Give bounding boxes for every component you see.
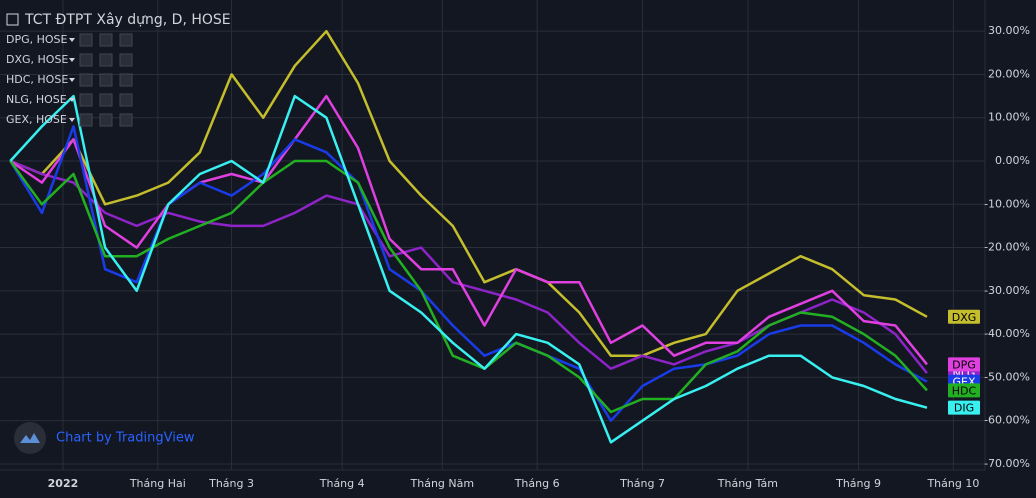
y-tick-label: -50.00% [984, 370, 1030, 383]
watermark: Chart by TradingView [14, 422, 195, 454]
end-label-text: HDC [952, 384, 977, 397]
y-tick-label: -30.00% [984, 284, 1030, 297]
y-tick-label: 20.00% [988, 67, 1030, 80]
legend-button[interactable] [119, 113, 133, 127]
x-tick-label: Tháng 3 [208, 477, 254, 490]
y-tick-label: -60.00% [984, 414, 1030, 427]
end-label-box [948, 357, 980, 372]
watermark-text[interactable]: Chart by TradingView [56, 431, 195, 446]
series-line [9, 94, 928, 444]
end-label: DPG [948, 357, 980, 372]
legend-button[interactable] [119, 73, 133, 87]
series-line [9, 29, 928, 357]
legend-button[interactable] [99, 33, 113, 47]
series-line [9, 94, 928, 366]
legend-caret [69, 78, 75, 82]
end-label-text: DIG [954, 402, 974, 415]
x-tick-label: Tháng 9 [835, 477, 881, 490]
legend-caret [69, 58, 75, 62]
y-tick-label: 30.00% [988, 24, 1030, 37]
legend-label: DXG, HOSE [6, 53, 68, 66]
x-tick-label: Tháng 10 [926, 477, 979, 490]
legend-button[interactable] [79, 113, 93, 127]
legend-button[interactable] [79, 53, 93, 67]
legend-label: DPG, HOSE [6, 33, 68, 46]
x-tick-label: Tháng 7 [619, 477, 665, 490]
end-label-box [948, 309, 980, 324]
legend-button[interactable] [99, 113, 113, 127]
y-tick-label: 0.00% [995, 154, 1030, 167]
legend-caret [69, 98, 75, 102]
legend-button[interactable] [119, 93, 133, 107]
legend-button[interactable] [99, 73, 113, 87]
end-label: HDC [948, 383, 980, 398]
y-tick-label: -70.00% [984, 457, 1030, 470]
x-tick-label: Tháng 4 [319, 477, 365, 490]
legend-label: GEX, HOSE [6, 113, 67, 126]
x-tick-label: Tháng Năm [410, 477, 475, 490]
watermark-logo [14, 422, 46, 454]
y-tick-label: -20.00% [984, 241, 1030, 254]
watermark-icon [20, 433, 40, 443]
legend-button[interactable] [119, 53, 133, 67]
legend-label: HDC, HOSE [6, 73, 68, 86]
x-tick-label: 2022 [48, 477, 79, 490]
chart-title[interactable]: TCT ĐTPT Xây dựng, D, HOSE [24, 12, 231, 28]
axes: 30.00% 20.00% 10.00% 0.00% -10.00% -20.00% -30… [48, 24, 1030, 490]
y-tick-label: -10.00% [984, 197, 1030, 210]
legend-caret [69, 118, 75, 122]
end-label: DXG [948, 309, 980, 324]
legend-button[interactable] [79, 93, 93, 107]
legend-button[interactable] [99, 53, 113, 67]
end-label-box [948, 383, 980, 398]
legend-caret [69, 38, 75, 42]
collapse-icon[interactable] [6, 13, 19, 26]
y-tick-label: 10.00% [988, 111, 1030, 124]
x-tick-label: Tháng 6 [514, 477, 560, 490]
legend-button[interactable] [79, 33, 93, 47]
x-tick-label: Tháng Tám [717, 477, 778, 490]
y-tick-label: -40.00% [984, 327, 1030, 340]
series-lines [9, 29, 928, 444]
series-line [9, 159, 928, 414]
end-label-text: DXG [952, 311, 977, 324]
legend-button[interactable] [119, 33, 133, 47]
end-label-text: DPG [952, 358, 976, 371]
legend-button[interactable] [79, 73, 93, 87]
x-tick-label: Tháng Hai [129, 477, 186, 490]
legend: DPG, HOSE DXG, HOSE HDC, HOSE NLG, HOSE GEX,… [6, 33, 133, 127]
legend-label: NLG, HOSE [6, 93, 67, 106]
end-label: DIG [948, 400, 980, 415]
end-label-box [948, 400, 980, 415]
legend-button[interactable] [99, 93, 113, 107]
